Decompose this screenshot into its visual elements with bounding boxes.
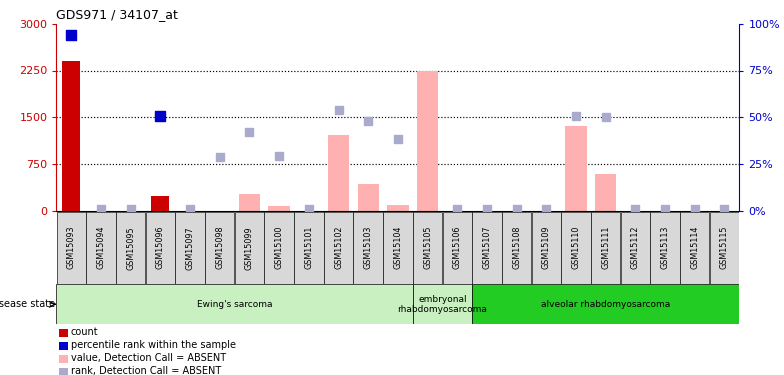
Bar xyxy=(60,355,67,363)
Bar xyxy=(387,205,408,211)
FancyBboxPatch shape xyxy=(680,212,710,284)
Text: embryonal
rhabdomyosarcoma: embryonal rhabdomyosarcoma xyxy=(397,295,488,314)
Text: GSM15115: GSM15115 xyxy=(720,226,729,269)
Text: GSM15101: GSM15101 xyxy=(304,226,314,269)
Text: GSM15104: GSM15104 xyxy=(394,226,402,269)
FancyBboxPatch shape xyxy=(413,212,442,284)
Text: GSM15100: GSM15100 xyxy=(274,226,284,269)
Point xyxy=(183,206,196,212)
Text: GSM15105: GSM15105 xyxy=(423,226,432,269)
FancyBboxPatch shape xyxy=(442,212,472,284)
Text: percentile rank within the sample: percentile rank within the sample xyxy=(71,340,236,350)
Text: GSM15113: GSM15113 xyxy=(661,226,670,269)
FancyBboxPatch shape xyxy=(710,212,739,284)
Bar xyxy=(239,194,260,211)
Text: GSM15096: GSM15096 xyxy=(156,226,165,269)
FancyBboxPatch shape xyxy=(56,212,86,284)
Point xyxy=(362,117,375,123)
Text: GDS971 / 34107_at: GDS971 / 34107_at xyxy=(56,8,178,21)
Point xyxy=(540,206,553,212)
Bar xyxy=(151,195,169,211)
Bar xyxy=(268,206,290,211)
FancyBboxPatch shape xyxy=(591,212,620,284)
Text: GSM15108: GSM15108 xyxy=(512,226,521,269)
Text: GSM15098: GSM15098 xyxy=(216,226,224,269)
FancyBboxPatch shape xyxy=(354,212,383,284)
Point xyxy=(629,206,641,212)
FancyBboxPatch shape xyxy=(532,212,561,284)
FancyBboxPatch shape xyxy=(116,212,145,284)
Text: GSM15099: GSM15099 xyxy=(245,226,254,270)
Point xyxy=(570,112,583,118)
Point xyxy=(95,206,107,212)
Text: GSM15102: GSM15102 xyxy=(334,226,343,269)
Point xyxy=(451,206,463,212)
Text: GSM15103: GSM15103 xyxy=(364,226,372,269)
Point xyxy=(154,113,167,119)
Bar xyxy=(328,135,349,211)
Text: value, Detection Call = ABSENT: value, Detection Call = ABSENT xyxy=(71,353,226,363)
Text: GSM15112: GSM15112 xyxy=(631,226,640,269)
Point xyxy=(481,206,493,212)
Text: disease state: disease state xyxy=(0,299,55,309)
Text: GSM15107: GSM15107 xyxy=(482,226,492,269)
FancyBboxPatch shape xyxy=(56,284,412,324)
Point xyxy=(273,153,285,159)
Point xyxy=(510,206,523,212)
Bar xyxy=(358,184,379,211)
Point xyxy=(659,206,671,212)
Point xyxy=(688,206,701,212)
Text: GSM15097: GSM15097 xyxy=(186,226,194,270)
Text: GSM15106: GSM15106 xyxy=(452,226,462,269)
Text: alveolar rhabdomyosarcoma: alveolar rhabdomyosarcoma xyxy=(541,300,670,309)
FancyBboxPatch shape xyxy=(176,212,205,284)
FancyBboxPatch shape xyxy=(561,212,590,284)
Point xyxy=(718,206,731,212)
Bar xyxy=(417,70,438,211)
Bar xyxy=(60,368,67,375)
Point xyxy=(303,206,315,212)
FancyBboxPatch shape xyxy=(234,212,264,284)
Bar xyxy=(565,126,586,211)
Point xyxy=(125,206,137,212)
FancyBboxPatch shape xyxy=(205,212,234,284)
Point xyxy=(65,32,78,38)
Text: GSM15111: GSM15111 xyxy=(601,226,610,269)
FancyBboxPatch shape xyxy=(294,212,324,284)
FancyBboxPatch shape xyxy=(472,212,502,284)
FancyBboxPatch shape xyxy=(264,212,294,284)
Text: GSM15094: GSM15094 xyxy=(96,226,106,269)
FancyBboxPatch shape xyxy=(472,284,739,324)
Text: GSM15114: GSM15114 xyxy=(690,226,699,269)
FancyBboxPatch shape xyxy=(324,212,354,284)
Point xyxy=(332,107,345,113)
Text: count: count xyxy=(71,327,98,338)
FancyBboxPatch shape xyxy=(502,212,532,284)
FancyBboxPatch shape xyxy=(412,284,472,324)
Bar xyxy=(63,61,80,211)
Point xyxy=(243,129,256,135)
Point xyxy=(391,136,405,142)
FancyBboxPatch shape xyxy=(86,212,116,284)
Text: GSM15109: GSM15109 xyxy=(542,226,551,269)
FancyBboxPatch shape xyxy=(651,212,680,284)
Text: Ewing's sarcoma: Ewing's sarcoma xyxy=(197,300,272,309)
FancyBboxPatch shape xyxy=(621,212,650,284)
Point xyxy=(600,114,612,120)
Text: GSM15095: GSM15095 xyxy=(126,226,135,270)
Text: rank, Detection Call = ABSENT: rank, Detection Call = ABSENT xyxy=(71,366,221,375)
Bar xyxy=(595,174,616,211)
FancyBboxPatch shape xyxy=(383,212,412,284)
Text: GSM15110: GSM15110 xyxy=(572,226,580,269)
FancyBboxPatch shape xyxy=(146,212,175,284)
Text: GSM15093: GSM15093 xyxy=(67,226,76,269)
Bar xyxy=(60,342,67,350)
Point xyxy=(213,154,226,160)
Bar xyxy=(60,329,67,337)
